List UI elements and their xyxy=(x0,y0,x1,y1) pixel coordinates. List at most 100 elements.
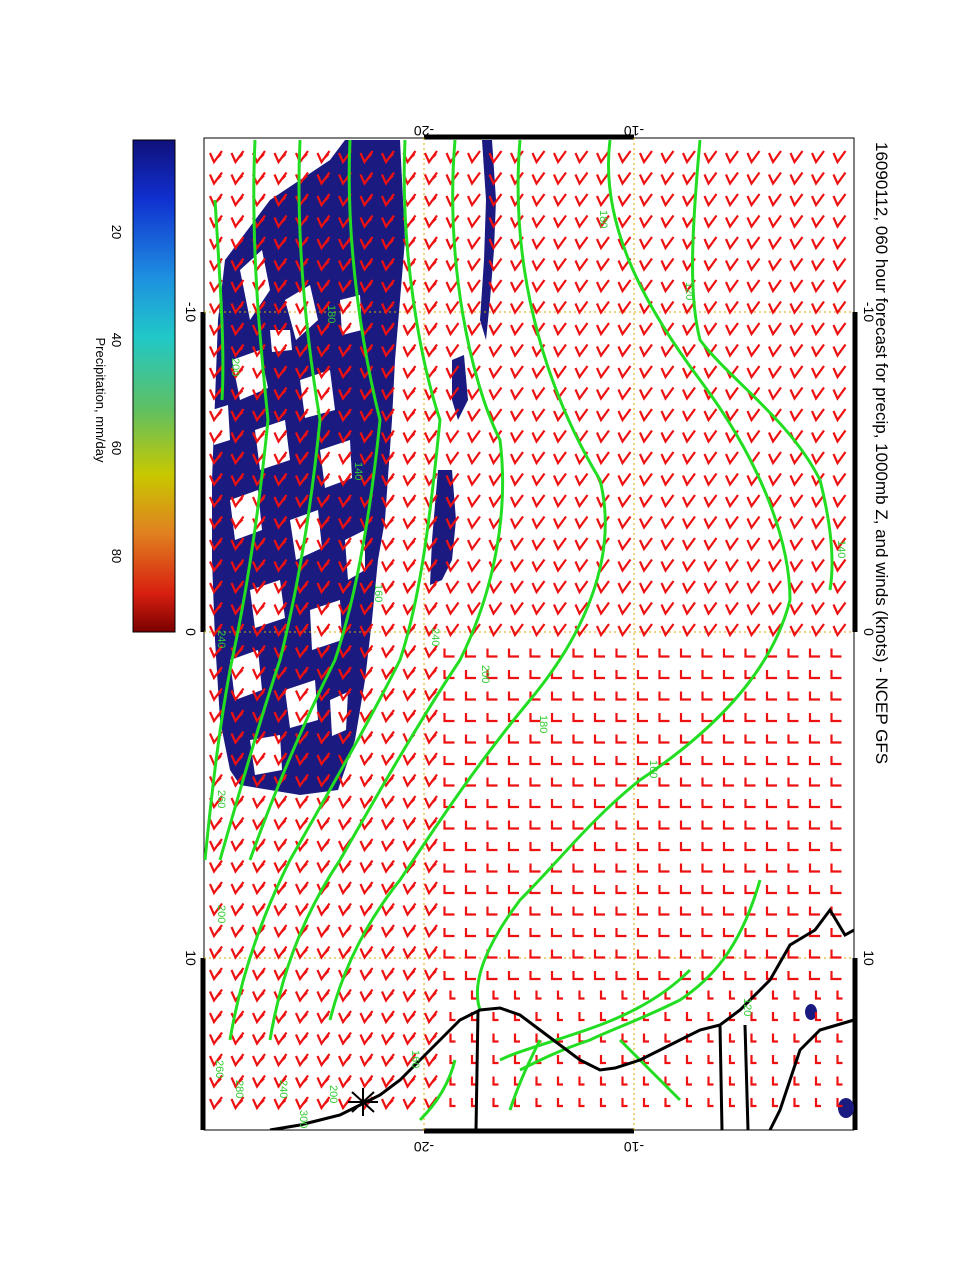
wind-barb xyxy=(660,515,675,530)
wind-barb xyxy=(230,924,245,939)
wind-barb xyxy=(251,386,266,401)
wind-barb xyxy=(746,580,761,595)
wind-barb xyxy=(423,859,438,874)
wind-barb xyxy=(832,472,847,487)
wind-barb xyxy=(251,687,266,702)
wind-barb xyxy=(230,150,245,165)
wind-barb xyxy=(380,429,395,444)
wind-barb xyxy=(486,885,498,895)
wind-barb xyxy=(509,623,524,638)
wind-barb xyxy=(449,1033,456,1043)
wind-barb xyxy=(552,171,567,186)
wind-barb xyxy=(230,494,245,509)
wind-barb xyxy=(703,472,718,487)
wind-barb xyxy=(572,734,584,744)
wind-barb xyxy=(402,838,417,853)
wind-barb xyxy=(830,777,842,787)
wind-barb xyxy=(509,365,524,380)
wind-barb xyxy=(470,1033,477,1043)
wind-barb xyxy=(380,988,395,1003)
wind-barb xyxy=(664,1033,671,1043)
wind-barb xyxy=(359,1010,374,1025)
wind-barb xyxy=(529,971,541,981)
wind-barb xyxy=(615,928,627,938)
wind-barb xyxy=(681,300,696,315)
wind-barb xyxy=(509,322,524,337)
wind-barb xyxy=(746,257,761,272)
wind-barb xyxy=(380,494,395,509)
wind-barb xyxy=(638,322,653,337)
wind-barb xyxy=(787,949,799,959)
wind-barb xyxy=(464,756,476,766)
wind-barb xyxy=(316,666,331,681)
wind-barb xyxy=(445,322,460,337)
wind-barb xyxy=(380,644,395,659)
wind-barb xyxy=(832,429,847,444)
wind-barb xyxy=(359,451,374,466)
wind-barb xyxy=(724,558,739,573)
colorbar-tick-60: 60 xyxy=(109,441,124,455)
wind-barb xyxy=(681,386,696,401)
wind-barb xyxy=(535,990,542,1000)
wind-barb xyxy=(724,193,739,208)
wind-barb xyxy=(443,648,455,658)
wind-barb xyxy=(273,214,288,229)
wind-barb xyxy=(208,902,223,917)
wind-barb xyxy=(337,859,352,874)
wind-barb xyxy=(836,990,843,1000)
wind-barb xyxy=(337,924,352,939)
wind-barb xyxy=(599,990,606,1000)
wind-barb xyxy=(316,945,331,960)
wind-barb xyxy=(746,494,761,509)
wind-barb xyxy=(787,713,799,723)
wind-barb xyxy=(507,863,519,873)
wind-barb xyxy=(552,408,567,423)
wind-barb xyxy=(574,193,589,208)
contour-line xyxy=(508,1039,542,1111)
wind-barb xyxy=(658,842,670,852)
wind-barb xyxy=(443,863,455,873)
wind-barb xyxy=(486,906,498,916)
wind-barb xyxy=(767,429,782,444)
wind-barb xyxy=(466,472,481,487)
wind-barb xyxy=(722,906,734,916)
wind-barb xyxy=(728,1033,735,1043)
wind-barb xyxy=(230,1096,245,1111)
wind-barb xyxy=(722,734,734,744)
wind-barb xyxy=(380,386,395,401)
wind-barb xyxy=(273,365,288,380)
height-contours xyxy=(204,139,834,1122)
wind-barb xyxy=(599,1055,606,1065)
wind-barb xyxy=(488,386,503,401)
wind-barb xyxy=(572,670,584,680)
wind-barb xyxy=(531,365,546,380)
wind-barb xyxy=(488,429,503,444)
wind-barb xyxy=(470,990,477,1000)
wind-barb xyxy=(294,752,309,767)
wind-barb xyxy=(767,150,782,165)
wind-barb xyxy=(423,1010,438,1025)
wind-barb xyxy=(808,863,820,873)
wind-barb xyxy=(703,171,718,186)
wind-barb xyxy=(466,214,481,229)
wind-barb xyxy=(294,967,309,982)
wind-barb xyxy=(832,300,847,315)
wind-barb xyxy=(529,820,541,830)
wind-barb xyxy=(638,365,653,380)
wind-barb xyxy=(703,193,718,208)
wind-barb xyxy=(359,623,374,638)
wind-barb xyxy=(337,1096,352,1111)
wind-barb xyxy=(529,928,541,938)
wind-barb xyxy=(531,257,546,272)
wind-barb xyxy=(808,885,820,895)
wind-barb xyxy=(423,300,438,315)
wind-barb xyxy=(507,648,519,658)
wind-barb xyxy=(251,601,266,616)
wind-barb xyxy=(509,300,524,315)
wind-barb xyxy=(251,1074,266,1089)
wind-barb xyxy=(595,300,610,315)
wind-barb xyxy=(208,1096,223,1111)
wind-barb xyxy=(810,408,825,423)
wind-barb xyxy=(531,472,546,487)
wind-barb xyxy=(771,1012,778,1022)
